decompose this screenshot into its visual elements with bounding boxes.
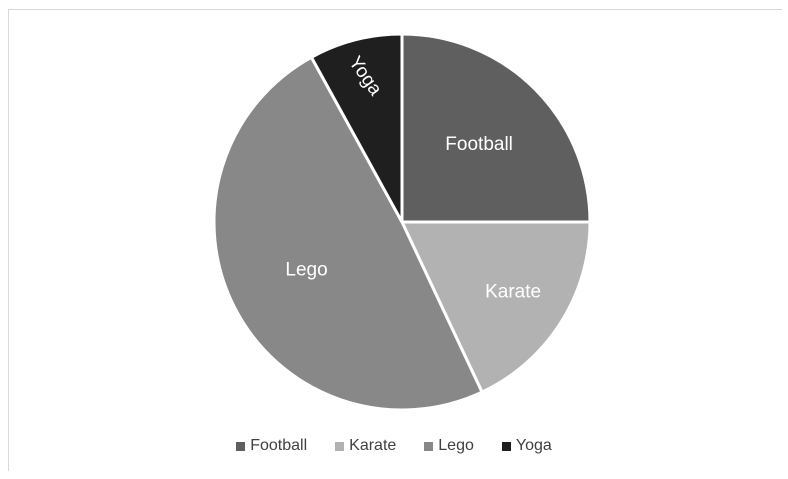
slice-label-karate: Karate (485, 282, 541, 303)
legend-swatch-karate (335, 441, 345, 451)
legend-label-lego: Lego (438, 437, 474, 454)
slice-label-lego: Lego (285, 260, 327, 281)
chart-area (8, 9, 782, 471)
legend-label-yoga: Yoga (515, 437, 552, 454)
legend-item-lego: Lego (424, 437, 474, 455)
slice-label-football: Football (445, 134, 513, 155)
chart-legend: Football Karate Lego Yoga (0, 434, 788, 458)
legend-swatch-football (236, 441, 246, 451)
legend-label-football: Football (250, 437, 308, 454)
pie-slice-karate (400, 220, 592, 394)
legend-item-yoga: Yoga (501, 437, 552, 455)
pie-slice-lego (212, 55, 484, 412)
pie-slice-yoga (309, 32, 404, 224)
pie-slice-football (400, 32, 592, 224)
legend-item-football: Football (236, 437, 307, 455)
legend-item-karate: Karate (335, 437, 396, 455)
legend-swatch-lego (424, 441, 434, 451)
legend-label-karate: Karate (349, 437, 397, 454)
pie-slices (212, 32, 592, 412)
legend-swatch-yoga (501, 441, 511, 451)
